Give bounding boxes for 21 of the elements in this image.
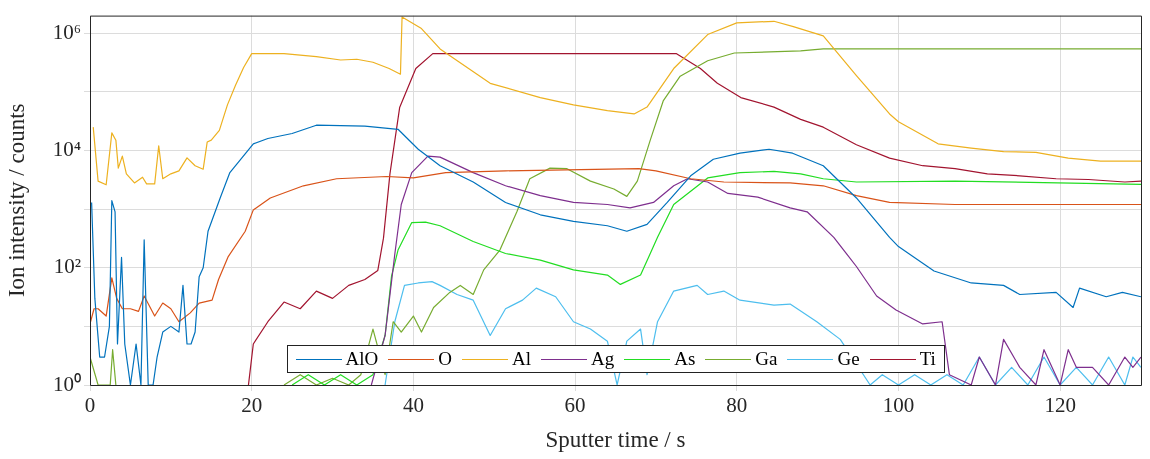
legend-label: Al	[511, 348, 531, 370]
y-tick-label: 10⁶	[52, 19, 81, 44]
legend-label: Ti	[919, 348, 936, 370]
x-tick-label: 20	[241, 393, 263, 418]
x-tick-label: 120	[1044, 393, 1076, 418]
x-tick-label: 40	[402, 393, 424, 418]
legend-label: Ge	[837, 348, 860, 370]
y-tick-label: 10⁰	[53, 371, 81, 396]
y-axis-title: Ion intensity / counts	[3, 103, 29, 298]
legend-label: AlO	[345, 348, 379, 370]
legend-label: As	[674, 348, 696, 370]
x-axis-title: Sputter time / s	[545, 427, 686, 453]
x-tick-label: 60	[564, 393, 586, 418]
legend-label: O	[438, 348, 452, 370]
y-tick-label: 10²	[53, 254, 81, 279]
legend-label: Ga	[755, 348, 778, 370]
y-tick-label: 10⁴	[52, 137, 81, 162]
x-tick-label: 100	[882, 393, 915, 418]
x-tick-label: 80	[726, 393, 748, 418]
x-tick-label: 0	[84, 393, 96, 418]
legend-label: Ag	[590, 348, 615, 370]
